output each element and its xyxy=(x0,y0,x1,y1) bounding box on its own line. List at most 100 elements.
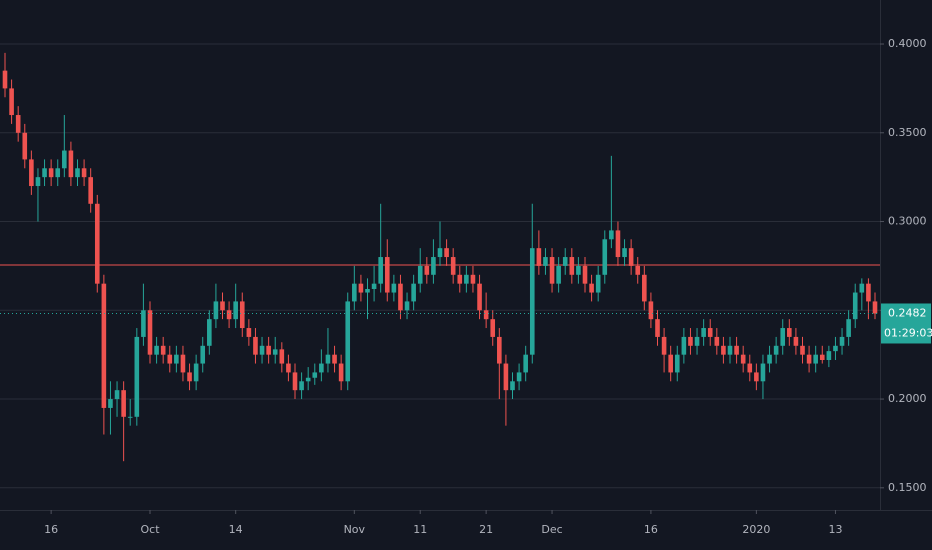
candle-body xyxy=(94,203,100,284)
candle-body xyxy=(569,257,575,275)
candle-body xyxy=(497,336,502,364)
candle-body xyxy=(859,283,865,293)
candle-body xyxy=(365,288,370,293)
candle-body xyxy=(253,336,258,355)
candle-body xyxy=(589,283,594,293)
candle-body xyxy=(819,354,825,360)
candle-body xyxy=(75,168,80,178)
candle-body xyxy=(800,345,805,355)
candle-body xyxy=(174,354,179,364)
candle-body xyxy=(48,168,54,178)
candle-body xyxy=(431,257,436,275)
candle-body xyxy=(292,372,298,391)
candle-body xyxy=(55,168,61,178)
x-tick-label: 2020 xyxy=(742,523,770,536)
candle-body xyxy=(602,239,608,275)
candle-body xyxy=(345,301,351,382)
candle-body xyxy=(734,345,739,355)
candle-body xyxy=(101,283,107,408)
candle-body xyxy=(615,230,621,258)
candle-body xyxy=(681,336,687,355)
candle-body xyxy=(233,301,238,320)
candle-body xyxy=(516,372,522,382)
candle-body xyxy=(674,354,680,373)
x-tick-label: Dec xyxy=(541,523,562,536)
y-tick-label: 0.1500 xyxy=(888,481,927,494)
candle-body xyxy=(134,336,140,417)
candle-body xyxy=(595,274,601,293)
last-price-label: 0.2482 xyxy=(888,306,927,319)
candle-body xyxy=(510,381,515,391)
candle-body xyxy=(793,336,799,346)
x-tick-label: 16 xyxy=(44,523,58,536)
candle-body xyxy=(338,363,344,382)
candle-body xyxy=(286,363,291,373)
candle-body xyxy=(529,248,535,355)
candle-body xyxy=(483,310,489,320)
candle-body xyxy=(424,265,430,275)
candle-body xyxy=(754,372,759,382)
candle-body xyxy=(457,274,463,284)
candle-body xyxy=(760,363,766,382)
candle-body xyxy=(239,301,245,329)
candle-body xyxy=(411,283,416,302)
candle-body xyxy=(523,354,528,373)
candle-body xyxy=(609,230,614,240)
candle-body xyxy=(536,248,542,266)
candle-body xyxy=(332,354,337,364)
candle-body xyxy=(62,150,67,169)
candle-body xyxy=(543,257,548,266)
candle-body xyxy=(661,336,667,355)
candle-body xyxy=(378,257,383,284)
candle-body xyxy=(839,336,845,346)
candle-body xyxy=(121,390,126,417)
candle-body xyxy=(773,345,779,355)
x-tick-label: 14 xyxy=(229,523,243,536)
candle-body xyxy=(813,354,818,364)
candle-body xyxy=(167,354,173,364)
candle-body xyxy=(108,399,113,408)
candle-body xyxy=(272,349,278,355)
candle-body xyxy=(833,345,838,352)
candle-body xyxy=(147,310,153,355)
x-tick-label: 16 xyxy=(644,523,658,536)
candle-body xyxy=(160,345,166,355)
candle-body xyxy=(391,283,397,293)
x-tick-label: Oct xyxy=(140,523,160,536)
candle-body xyxy=(721,345,726,355)
candle-body xyxy=(187,372,192,382)
candle-body xyxy=(688,336,693,346)
candle-body xyxy=(866,283,871,302)
candle-body xyxy=(642,274,647,302)
candle-body xyxy=(279,349,285,364)
candle-body xyxy=(701,328,706,337)
candle-body xyxy=(384,257,390,293)
candle-body xyxy=(470,274,476,284)
candle-body xyxy=(648,301,654,320)
candle-body xyxy=(852,292,858,320)
candle-body xyxy=(154,345,159,355)
candle-body xyxy=(114,390,120,400)
candle-body xyxy=(806,354,812,364)
candle-body xyxy=(2,70,8,89)
candle-body xyxy=(582,265,588,284)
candle-body xyxy=(707,328,713,337)
y-tick-label: 0.2000 xyxy=(888,392,927,405)
candle-body xyxy=(872,301,878,314)
candle-body xyxy=(635,265,641,275)
candle-body xyxy=(15,115,21,133)
candle-body xyxy=(266,345,271,355)
candle-body xyxy=(127,416,133,418)
candle-body xyxy=(88,177,93,204)
candle-body xyxy=(404,301,410,311)
candle-body xyxy=(193,363,199,382)
candle-body xyxy=(246,328,252,337)
candle-body xyxy=(9,88,14,116)
candle-body xyxy=(226,310,232,320)
candle-body xyxy=(655,319,660,337)
candle-body xyxy=(352,283,357,302)
candle-body xyxy=(628,248,634,266)
candle-body xyxy=(740,354,746,364)
candle-body xyxy=(207,319,212,346)
